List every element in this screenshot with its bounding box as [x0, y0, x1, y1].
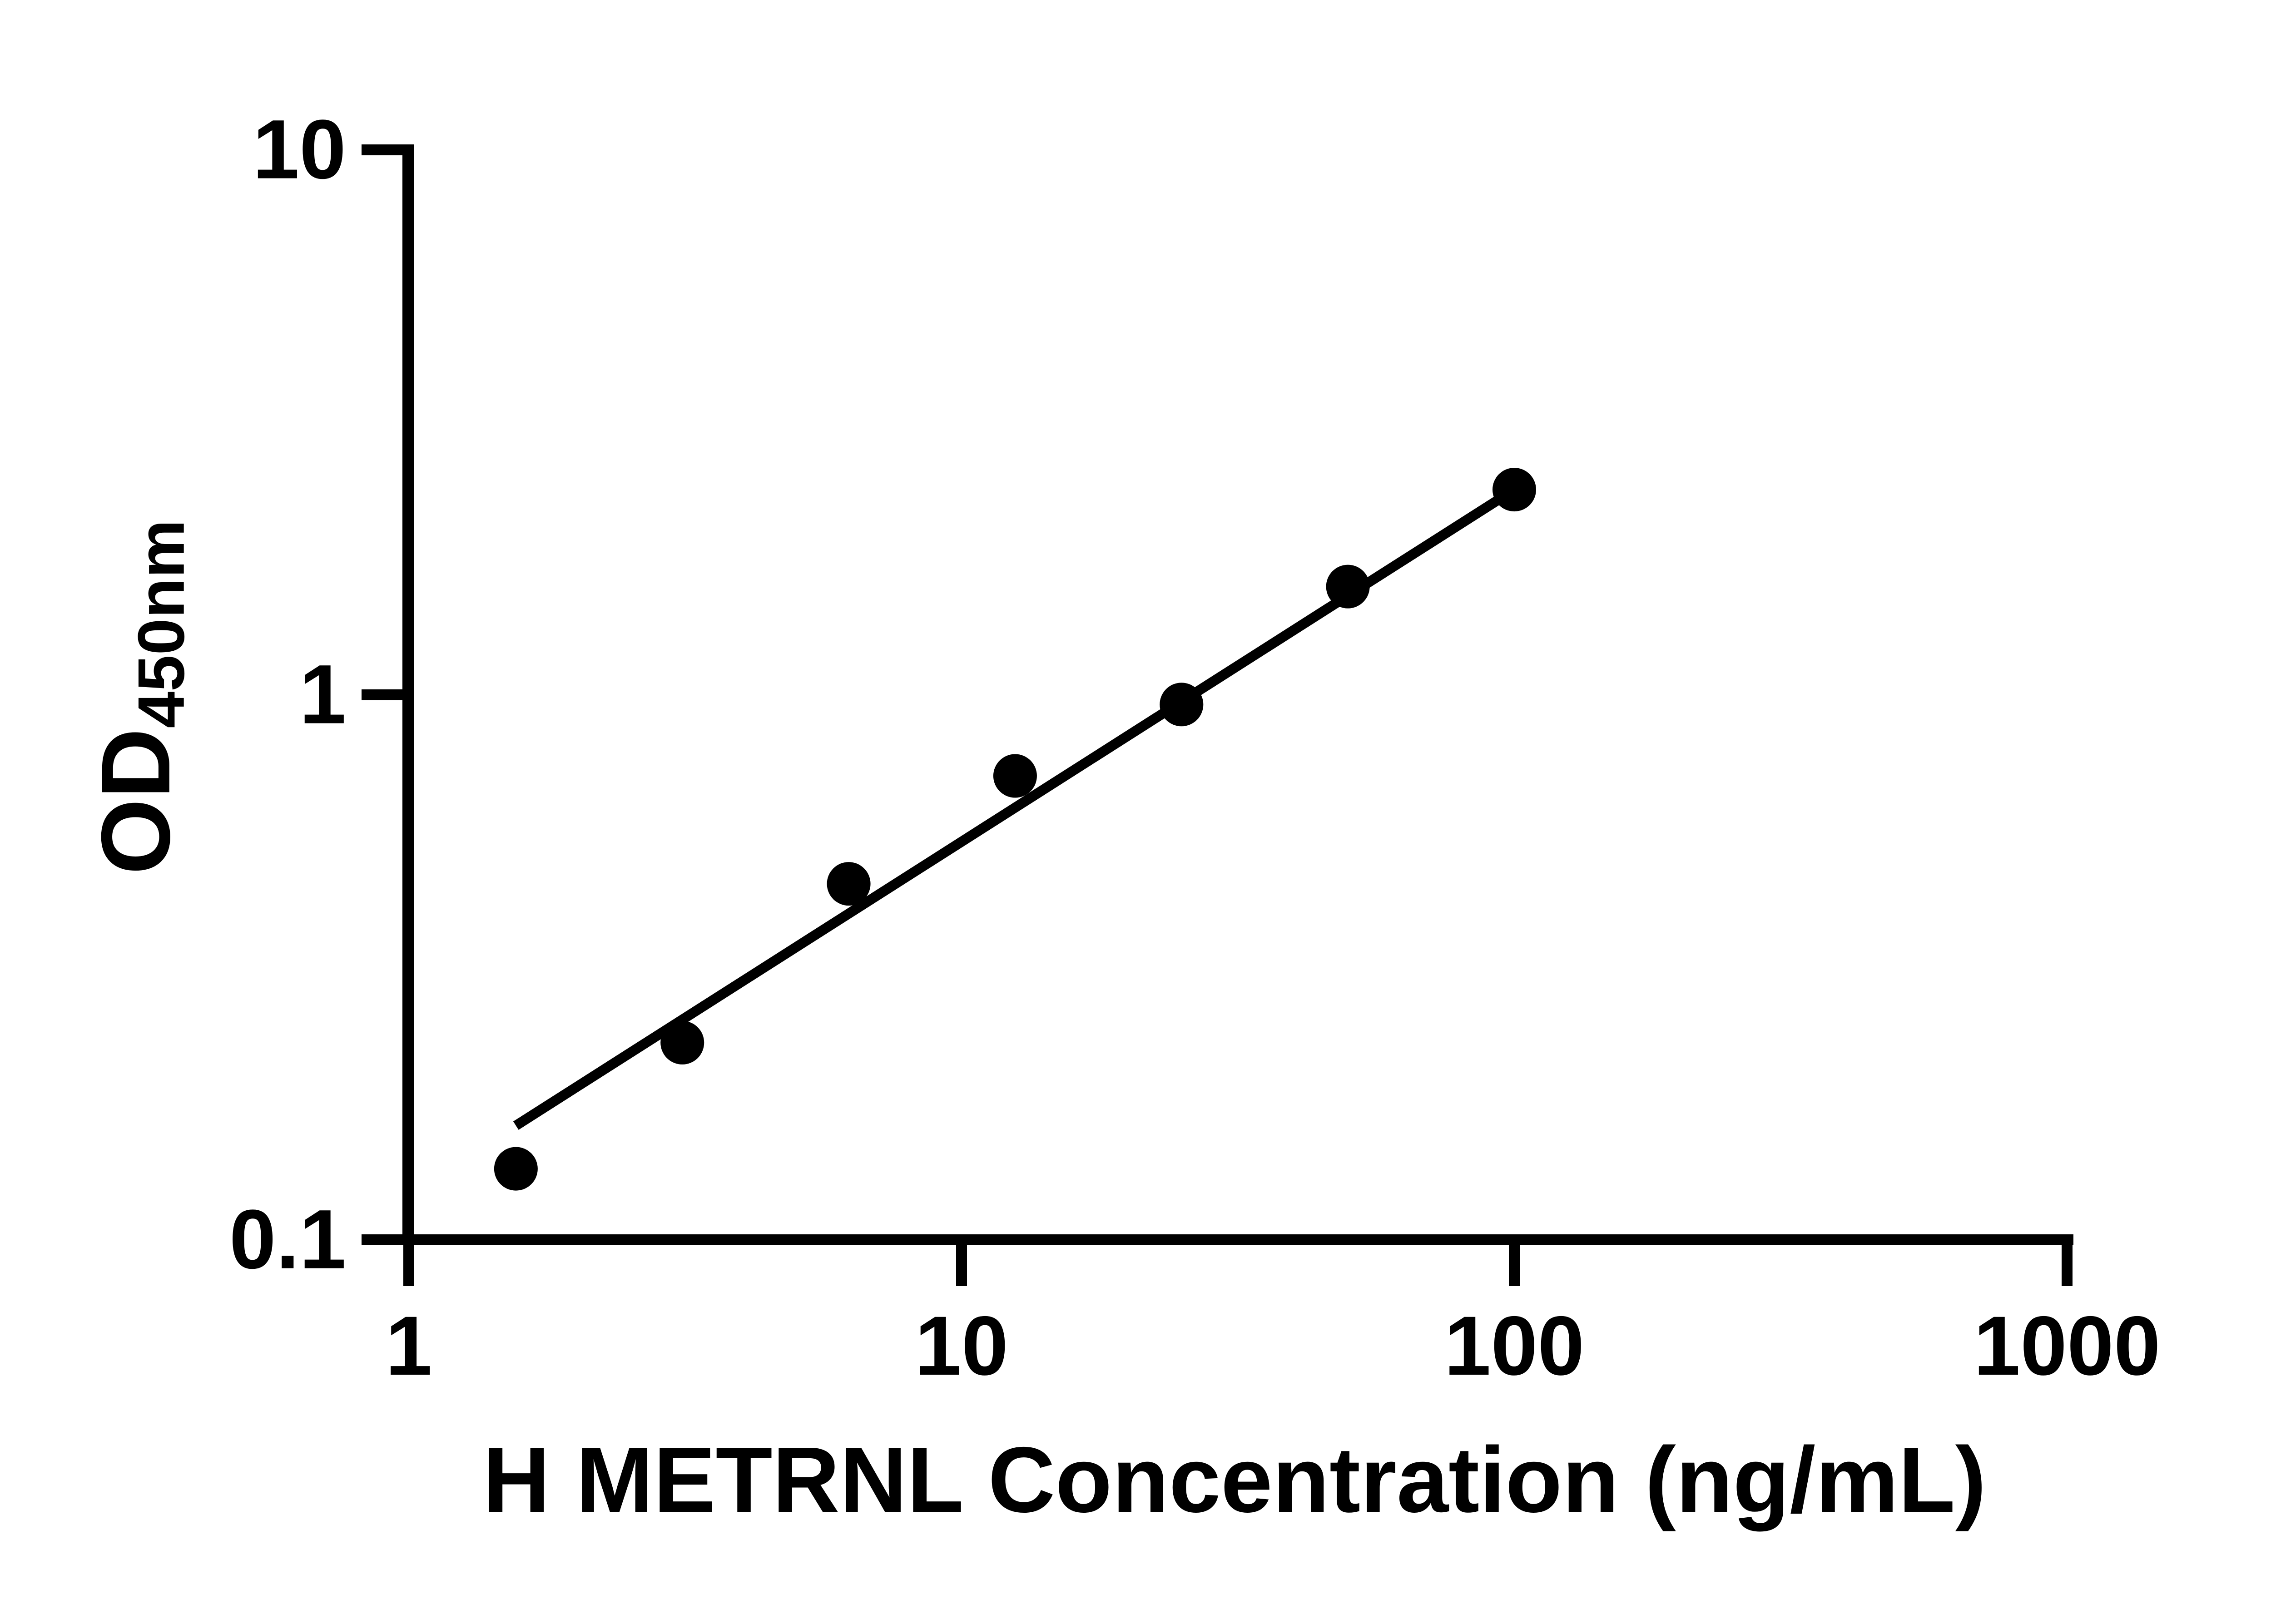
y-tick-label-0.1: 0.1	[229, 1193, 346, 1287]
y-tick-0.1	[362, 1234, 402, 1245]
y-axis-title-main: OD	[80, 728, 190, 875]
data-point-4	[993, 754, 1037, 798]
x-tick-1000	[2062, 1245, 2073, 1286]
x-tick-1	[403, 1245, 414, 1286]
x-tick-100	[1509, 1245, 1520, 1286]
data-point-7	[1493, 468, 1536, 512]
y-axis-title: OD450nm	[80, 520, 198, 875]
y-tick-label-10: 10	[253, 103, 346, 197]
x-axis-line	[402, 1234, 2073, 1245]
data-point-1	[494, 1147, 538, 1191]
x-tick-10	[956, 1245, 967, 1286]
x-tick-label-1: 1	[385, 1299, 432, 1393]
y-axis-title-subscript: 450nm	[124, 520, 198, 728]
y-tick-label-1: 1	[299, 648, 346, 742]
x-tick-label-100: 100	[1444, 1299, 1585, 1393]
data-point-2	[660, 1020, 704, 1065]
x-tick-label-1000: 1000	[1973, 1299, 2161, 1393]
x-axis-title: H METRNL Concentration (ng/mL)	[482, 1428, 1987, 1532]
y-tick-1	[362, 689, 402, 700]
y-axis-line	[402, 144, 414, 1245]
data-point-6	[1326, 564, 1370, 609]
x-tick-label-10: 10	[915, 1299, 1008, 1393]
data-point-3	[827, 862, 871, 906]
data-point-5	[1160, 683, 1204, 727]
y-tick-10	[362, 144, 402, 155]
